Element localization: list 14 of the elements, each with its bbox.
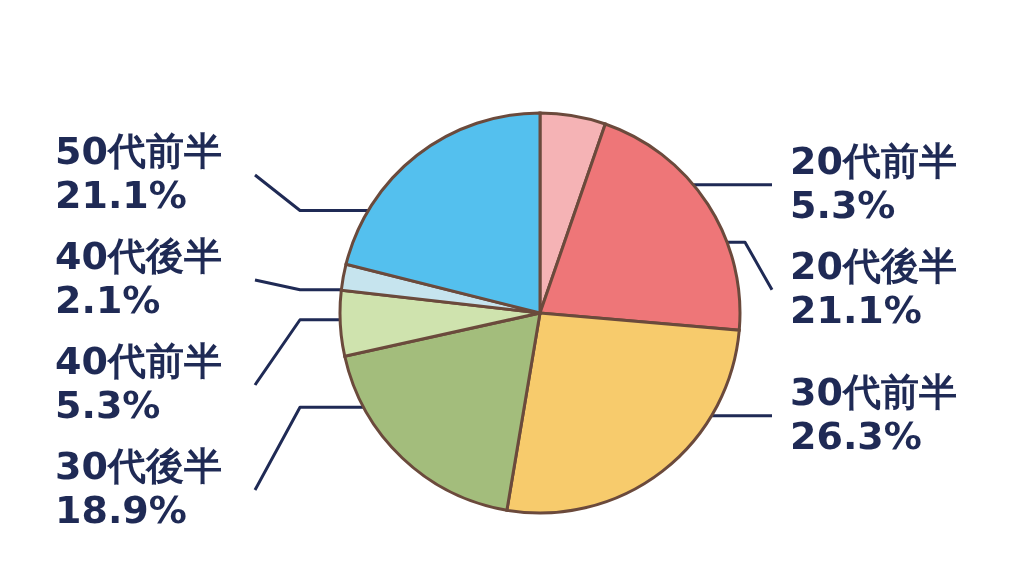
- slice-label: 30代前半: [790, 369, 957, 414]
- slice-label: 40代後半: [55, 234, 222, 278]
- slice-label: 40代前半: [55, 339, 222, 383]
- slice-label: 30代後半: [55, 444, 222, 488]
- data-label: 26.3%: [790, 413, 922, 458]
- data-label: 5.3%: [790, 182, 896, 227]
- data-label: 2.1%: [55, 278, 161, 322]
- data-label: 18.9%: [55, 488, 187, 532]
- slice-label: 20代後半: [790, 243, 957, 288]
- slice-label: 20代前半: [790, 138, 957, 183]
- slice-label: 50代前半: [55, 129, 222, 173]
- data-label: 5.3%: [55, 383, 161, 427]
- data-label: 21.1%: [55, 173, 187, 217]
- data-label: 21.1%: [790, 287, 922, 332]
